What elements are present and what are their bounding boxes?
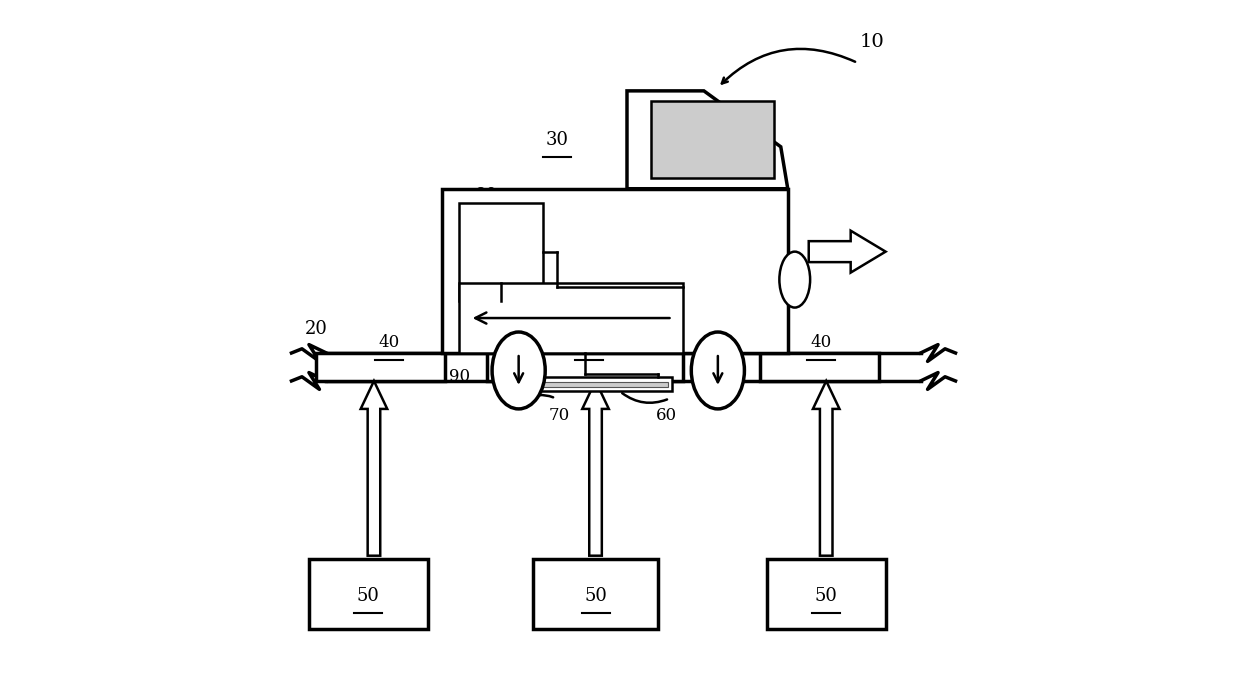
Text: 20: 20: [305, 319, 327, 338]
Bar: [441, 189, 787, 353]
Bar: [536, 377, 672, 391]
Text: 50: 50: [815, 586, 838, 605]
Text: 40: 40: [378, 334, 401, 351]
Text: 90: 90: [722, 368, 743, 384]
Bar: [766, 559, 885, 629]
Bar: [541, 382, 668, 387]
Bar: [487, 353, 683, 381]
Text: 70: 70: [548, 408, 570, 424]
Ellipse shape: [780, 252, 810, 308]
Ellipse shape: [492, 332, 546, 409]
Bar: [459, 203, 543, 301]
Text: 50: 50: [584, 586, 606, 605]
Text: 40: 40: [811, 334, 832, 351]
Text: 60: 60: [656, 408, 677, 424]
Bar: [459, 283, 683, 353]
Ellipse shape: [691, 332, 744, 409]
Bar: [760, 353, 879, 381]
FancyArrow shape: [361, 381, 387, 556]
Text: 10: 10: [859, 33, 884, 51]
Bar: [651, 101, 774, 178]
Text: 40: 40: [578, 334, 599, 351]
Bar: [309, 559, 428, 629]
Text: 90: 90: [449, 368, 470, 384]
Bar: [316, 353, 445, 381]
FancyArrow shape: [813, 381, 839, 556]
Text: 50: 50: [357, 586, 379, 605]
Text: 30: 30: [546, 131, 569, 149]
Text: 80: 80: [474, 187, 497, 205]
Polygon shape: [627, 91, 787, 189]
FancyArrow shape: [808, 231, 885, 273]
FancyArrow shape: [583, 381, 609, 556]
Bar: [533, 559, 658, 629]
